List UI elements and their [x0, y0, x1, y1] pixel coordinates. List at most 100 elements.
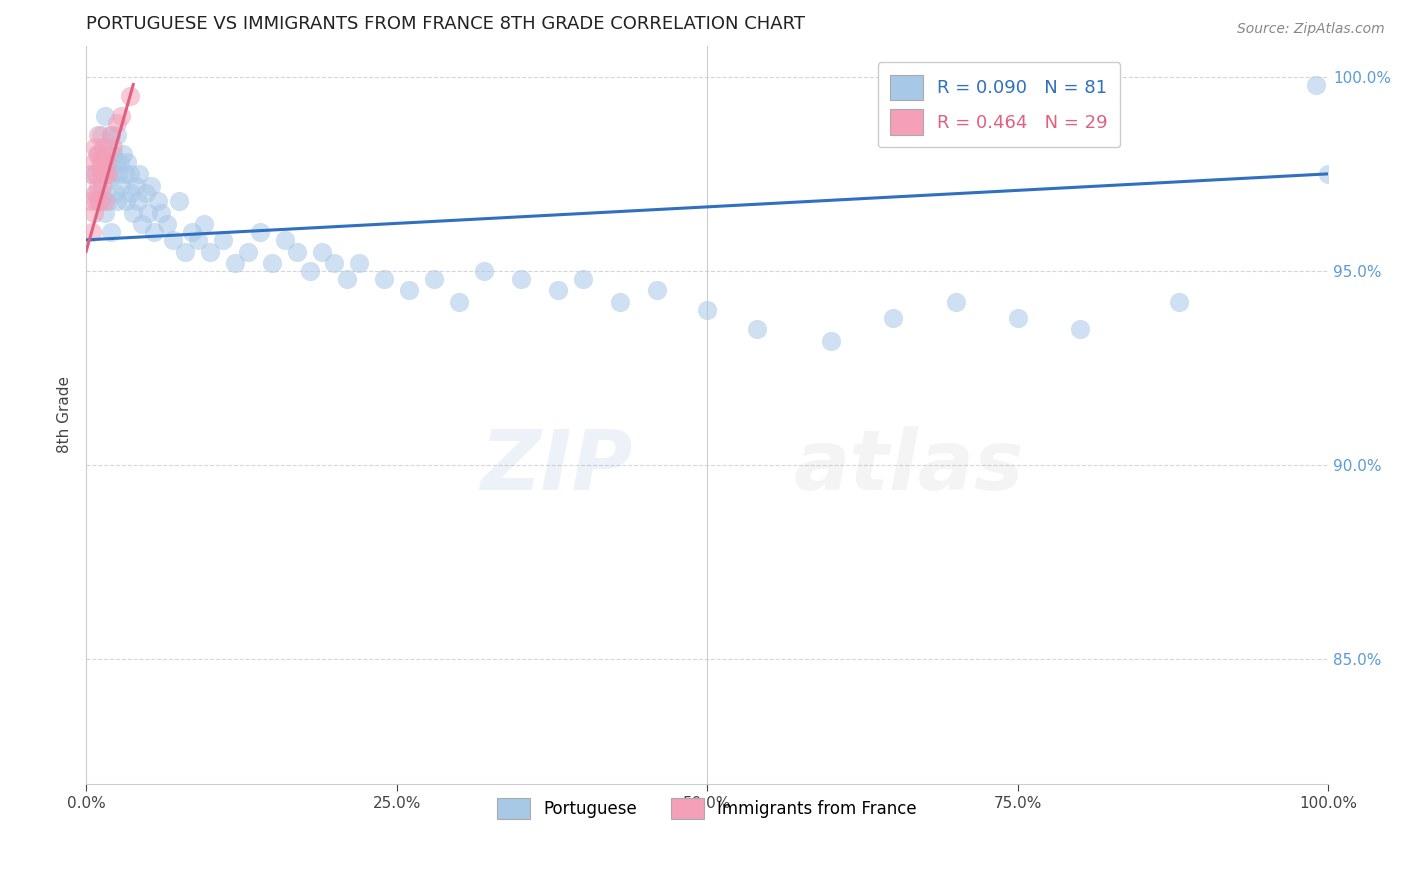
Point [146, 194, 169, 208]
Point [94, 139, 117, 153]
Point [87, 147, 110, 161]
Point [90, 128, 112, 142]
Point [93, 194, 115, 208]
Point [100, 128, 122, 142]
Point [108, 155, 131, 169]
Point [249, 225, 271, 239]
Point [104, 186, 127, 201]
Point [609, 295, 631, 310]
Point [200, 244, 222, 259]
Point [89, 194, 111, 208]
Legend: Portuguese, Immigrants from France: Portuguese, Immigrants from France [489, 790, 925, 827]
Point [167, 194, 190, 208]
Point [98, 155, 121, 169]
Point [90, 167, 112, 181]
Point [100, 225, 122, 239]
Point [696, 302, 718, 317]
Point [373, 271, 395, 285]
Point [115, 155, 138, 169]
Point [180, 225, 202, 239]
Point [447, 295, 470, 310]
Point [311, 244, 333, 259]
Point [122, 205, 145, 219]
Point [298, 264, 321, 278]
Text: PORTUGUESE VS IMMIGRANTS FROM FRANCE 8TH GRADE CORRELATION CHART: PORTUGUESE VS IMMIGRANTS FROM FRANCE 8TH… [86, 15, 806, 33]
Point [83, 205, 105, 219]
Text: Source: ZipAtlas.com: Source: ZipAtlas.com [1237, 22, 1385, 37]
Point [262, 256, 284, 270]
Point [274, 233, 297, 247]
Point [93, 109, 115, 123]
Point [110, 109, 132, 123]
Point [84, 186, 107, 201]
Point [86, 147, 108, 161]
Point [187, 233, 209, 247]
Point [93, 167, 115, 181]
Point [91, 155, 114, 169]
Text: ZIP: ZIP [479, 425, 633, 507]
Point [143, 225, 166, 239]
Point [423, 271, 446, 285]
Point [224, 256, 246, 270]
Point [323, 256, 346, 270]
Point [156, 218, 179, 232]
Point [103, 147, 125, 161]
Point [285, 244, 308, 259]
Point [114, 194, 136, 208]
Point [1168, 295, 1191, 310]
Point [118, 89, 141, 103]
Point [131, 218, 153, 232]
Point [90, 147, 112, 161]
Point [82, 225, 104, 239]
Point [87, 178, 110, 193]
Point [120, 186, 142, 201]
Point [112, 147, 135, 161]
Point [83, 155, 105, 169]
Point [93, 139, 115, 153]
Point [1069, 322, 1091, 336]
Point [572, 271, 595, 285]
Point [97, 167, 120, 181]
Point [94, 147, 117, 161]
Point [84, 194, 107, 208]
Point [398, 284, 420, 298]
Point [96, 155, 118, 169]
Point [1317, 167, 1340, 181]
Point [127, 194, 149, 208]
Point [236, 244, 259, 259]
Point [84, 167, 107, 181]
Point [135, 186, 157, 201]
Text: atlas: atlas [794, 425, 1025, 507]
Point [882, 310, 904, 325]
Point [101, 167, 124, 181]
Point [820, 334, 842, 348]
Point [91, 155, 114, 169]
Point [79, 194, 101, 208]
Point [139, 178, 162, 193]
Point [93, 205, 115, 219]
Point [1007, 310, 1029, 325]
Point [105, 116, 128, 130]
Point [945, 295, 967, 310]
Point [97, 194, 120, 208]
Point [162, 233, 184, 247]
Point [114, 167, 136, 181]
Y-axis label: 8th Grade: 8th Grade [58, 376, 72, 453]
Point [472, 264, 495, 278]
Point [149, 205, 172, 219]
Point [100, 128, 122, 142]
Point [105, 128, 128, 142]
Point [547, 284, 569, 298]
Point [104, 155, 127, 169]
Point [82, 167, 104, 181]
Point [87, 194, 110, 208]
Point [118, 167, 141, 181]
Point [83, 186, 105, 201]
Point [193, 218, 215, 232]
Point [91, 178, 114, 193]
Point [136, 205, 159, 219]
Point [336, 271, 359, 285]
Point [83, 139, 105, 153]
Point [174, 244, 197, 259]
Point [211, 233, 233, 247]
